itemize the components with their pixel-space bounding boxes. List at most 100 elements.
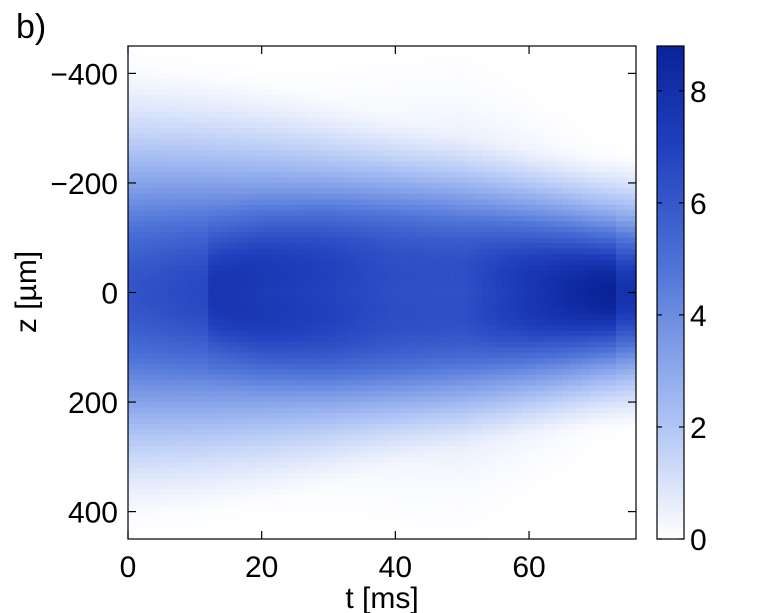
heatmap-cell bbox=[335, 144, 343, 151]
heatmap-cell bbox=[408, 380, 417, 387]
heatmap-cell bbox=[241, 111, 249, 118]
heatmap-cell bbox=[415, 385, 423, 392]
heatmap-cell bbox=[462, 478, 470, 485]
heatmap-cell bbox=[428, 265, 437, 272]
heatmap-cell bbox=[375, 522, 383, 529]
heatmap-cell bbox=[161, 467, 169, 474]
heatmap-cell bbox=[368, 347, 376, 354]
heatmap-cell bbox=[208, 522, 216, 529]
heatmap-cell bbox=[228, 232, 236, 239]
heatmap-cell bbox=[341, 89, 350, 96]
heatmap-cell bbox=[375, 276, 383, 283]
heatmap-cell bbox=[388, 336, 396, 343]
heatmap-cell bbox=[428, 385, 437, 392]
heatmap-cell bbox=[382, 506, 390, 513]
heatmap-cell bbox=[275, 210, 283, 217]
heatmap-cell bbox=[261, 150, 269, 157]
heatmap-cell bbox=[261, 281, 269, 288]
heatmap-cell bbox=[475, 155, 483, 162]
heatmap-cell bbox=[495, 161, 503, 168]
heatmap-cell bbox=[442, 133, 450, 140]
heatmap-cell bbox=[368, 270, 376, 277]
heatmap-cell bbox=[448, 106, 457, 113]
heatmap-cell bbox=[181, 434, 189, 441]
heatmap-cell bbox=[214, 506, 223, 513]
heatmap-cell bbox=[368, 456, 376, 463]
heatmap-cell bbox=[281, 106, 290, 113]
heatmap-cell bbox=[275, 117, 283, 124]
heatmap-cell bbox=[475, 265, 483, 272]
heatmap-cell bbox=[321, 391, 330, 398]
heatmap-cell bbox=[462, 533, 470, 540]
heatmap-cell bbox=[194, 111, 203, 118]
heatmap-cell bbox=[408, 473, 417, 480]
heatmap-cell bbox=[361, 171, 370, 179]
heatmap-cell bbox=[415, 193, 423, 200]
heatmap-cell bbox=[475, 429, 483, 436]
heatmap-cell bbox=[201, 396, 209, 403]
heatmap-cell bbox=[475, 522, 483, 529]
heatmap-cell bbox=[281, 254, 290, 261]
heatmap-cell bbox=[181, 336, 189, 343]
heatmap-cell bbox=[174, 150, 183, 157]
heatmap-cell bbox=[402, 177, 410, 184]
heatmap-cell bbox=[181, 522, 189, 529]
heatmap-cell bbox=[188, 385, 196, 392]
heatmap-cell bbox=[488, 204, 497, 211]
heatmap-cell bbox=[208, 336, 216, 343]
heatmap-cell bbox=[428, 325, 437, 332]
heatmap-cell bbox=[488, 177, 497, 184]
heatmap-cell bbox=[482, 462, 490, 469]
heatmap-cell bbox=[408, 287, 417, 294]
heatmap-cell bbox=[475, 363, 483, 370]
heatmap-cell bbox=[328, 484, 336, 491]
heatmap-cell bbox=[228, 506, 236, 513]
heatmap-cell bbox=[348, 150, 356, 157]
heatmap-cell bbox=[181, 303, 189, 310]
heatmap-cell bbox=[221, 193, 229, 200]
heatmap-cell bbox=[275, 177, 283, 184]
heatmap-cell bbox=[295, 199, 303, 206]
heatmap-cell bbox=[255, 188, 263, 195]
heatmap-cell bbox=[462, 150, 470, 157]
heatmap-cell bbox=[368, 237, 376, 244]
heatmap-cell bbox=[428, 210, 437, 217]
heatmap-cell bbox=[208, 166, 216, 173]
heatmap-cell bbox=[315, 533, 323, 540]
heatmap-cell bbox=[261, 489, 269, 496]
heatmap-cell bbox=[174, 314, 183, 321]
heatmap-cell bbox=[174, 128, 183, 135]
heatmap-cell bbox=[208, 511, 216, 518]
heatmap-cell bbox=[281, 495, 290, 502]
heatmap-cell bbox=[428, 330, 437, 337]
heatmap-cell bbox=[408, 89, 417, 96]
heatmap-cell bbox=[295, 270, 303, 277]
heatmap-cell bbox=[134, 511, 142, 518]
heatmap-cell bbox=[341, 56, 350, 64]
heatmap-cell bbox=[288, 117, 296, 124]
heatmap-cell bbox=[415, 237, 423, 244]
heatmap-cell bbox=[288, 462, 296, 469]
heatmap-cell bbox=[328, 396, 336, 403]
heatmap-cell bbox=[402, 188, 410, 195]
heatmap-cell bbox=[275, 429, 283, 436]
heatmap-cell bbox=[482, 358, 490, 365]
heatmap-cell bbox=[268, 89, 276, 96]
heatmap-cell bbox=[295, 314, 303, 321]
heatmap-cell bbox=[134, 297, 142, 305]
heatmap-cell bbox=[368, 276, 376, 283]
heatmap-cell bbox=[181, 402, 189, 409]
heatmap-cell bbox=[402, 484, 410, 491]
heatmap-cell bbox=[348, 352, 356, 359]
heatmap-cell bbox=[382, 380, 390, 387]
heatmap-cell bbox=[141, 533, 149, 540]
heatmap-cell bbox=[295, 462, 303, 469]
heatmap-cell bbox=[181, 51, 189, 58]
heatmap-cell bbox=[335, 314, 343, 321]
heatmap-cell bbox=[408, 495, 417, 502]
heatmap-cell bbox=[168, 62, 176, 69]
heatmap-cell bbox=[368, 297, 376, 305]
heatmap-cell bbox=[221, 51, 229, 58]
heatmap-cell bbox=[482, 434, 490, 441]
heatmap-cell bbox=[228, 413, 236, 420]
